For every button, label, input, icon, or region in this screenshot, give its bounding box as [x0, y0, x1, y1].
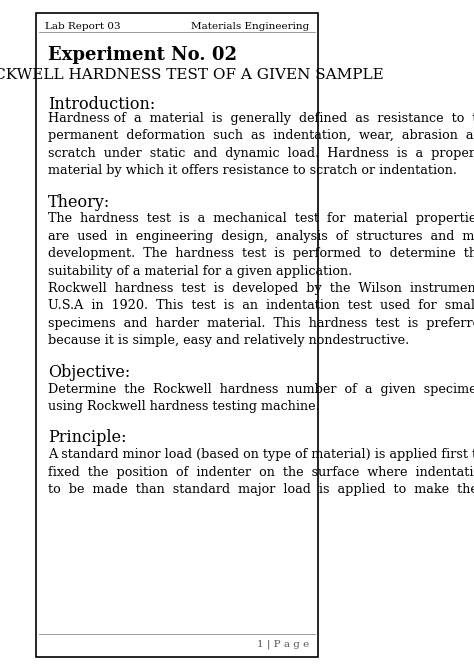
Text: The  hardness  test  is  a  mechanical  test  for  material  properties  which: The hardness test is a mechanical test f… — [48, 212, 474, 225]
Text: specimens  and  harder  material.  This  hardness  test  is  preferred: specimens and harder material. This hard… — [48, 317, 474, 330]
Text: suitability of a material for a given application.: suitability of a material for a given ap… — [48, 265, 352, 277]
Text: Theory:: Theory: — [48, 194, 110, 210]
Text: Experiment No. 02: Experiment No. 02 — [48, 46, 237, 64]
Text: permanent  deformation  such  as  indentation,  wear,  abrasion  and: permanent deformation such as indentatio… — [48, 129, 474, 142]
Text: Determine  the  Rockwell  hardness  number  of  a  given  specimen: Determine the Rockwell hardness number o… — [48, 383, 474, 395]
Text: because it is simple, easy and relatively nondestructive.: because it is simple, easy and relativel… — [48, 334, 409, 347]
Text: Hardness of  a  material  is  generally  defined  as  resistance  to  the: Hardness of a material is generally defi… — [48, 112, 474, 125]
Text: development.  The  hardness  test  is  performed  to  determine  the: development. The hardness test is perfor… — [48, 247, 474, 260]
Text: Introduction:: Introduction: — [48, 96, 155, 113]
Text: fixed  the  position  of  indenter  on  the  surface  where  indentation  has: fixed the position of indenter on the su… — [48, 466, 474, 478]
Text: U.S.A  in  1920.  This  test  is  an  indentation  test  used  for  smaller: U.S.A in 1920. This test is an indentati… — [48, 299, 474, 312]
Text: are  used  in  engineering  design,  analysis  of  structures  and  material: are used in engineering design, analysis… — [48, 230, 474, 243]
FancyBboxPatch shape — [36, 13, 319, 657]
Text: material by which it offers resistance to scratch or indentation.: material by which it offers resistance t… — [48, 164, 457, 177]
Text: to  be  made  than  standard  major  load  is  applied  to  make  the: to be made than standard major load is a… — [48, 483, 474, 496]
Text: Objective:: Objective: — [48, 364, 130, 381]
Text: Materials Engineering: Materials Engineering — [191, 22, 309, 31]
Text: Rockwell  hardness  test  is  developed  by  the  Wilson  instrument  co: Rockwell hardness test is developed by t… — [48, 282, 474, 295]
Text: 1 | P a g e: 1 | P a g e — [257, 640, 309, 649]
Text: using Rockwell hardness testing machine.: using Rockwell hardness testing machine. — [48, 400, 319, 413]
Text: ROCKWELL HARDNESS TEST OF A GIVEN SAMPLE: ROCKWELL HARDNESS TEST OF A GIVEN SAMPLE — [0, 68, 384, 82]
Text: Principle:: Principle: — [48, 429, 126, 446]
Text: Lab Report 03: Lab Report 03 — [45, 22, 120, 31]
Text: A standard minor load (based on type of material) is applied first to: A standard minor load (based on type of … — [48, 448, 474, 461]
Text: scratch  under  static  and  dynamic  load.  Hardness  is  a  property  of  a: scratch under static and dynamic load. H… — [48, 147, 474, 159]
